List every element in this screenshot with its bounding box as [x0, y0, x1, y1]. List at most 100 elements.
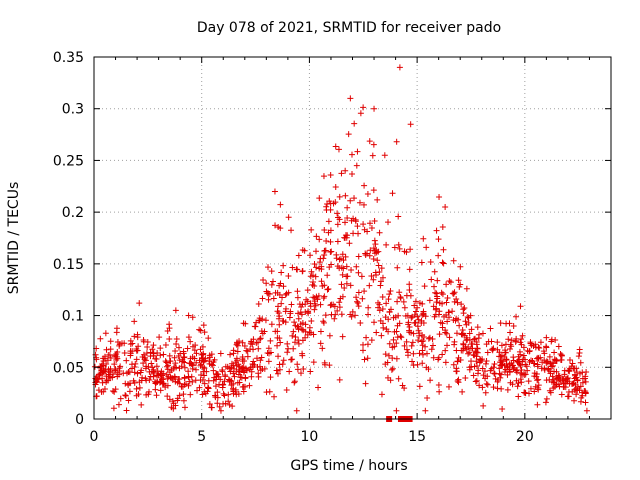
data-point-marker: [189, 378, 196, 385]
data-point-marker: [573, 369, 580, 376]
data-point-marker: [134, 334, 141, 341]
data-point-marker: [132, 360, 139, 367]
data-point-marker: [306, 324, 313, 331]
data-point-marker: [133, 385, 140, 392]
data-point-marker: [503, 356, 510, 363]
data-point-marker: [185, 334, 192, 341]
data-point-marker: [274, 342, 281, 349]
data-point-marker: [261, 365, 268, 372]
data-point-marker: [494, 346, 501, 353]
data-point-marker: [121, 340, 128, 347]
data-point-marker: [285, 272, 292, 279]
data-point-marker: [292, 322, 299, 329]
data-point-marker: [385, 219, 392, 226]
data-point-marker: [460, 341, 467, 348]
data-point-marker: [336, 376, 343, 383]
data-point-marker: [340, 257, 347, 264]
data-point-marker: [220, 390, 227, 397]
data-point-marker: [324, 286, 331, 293]
data-point-marker: [295, 310, 302, 317]
data-point-marker: [335, 214, 342, 221]
data-point-marker: [430, 303, 437, 310]
data-point-marker: [376, 269, 383, 276]
data-point-marker: [459, 388, 466, 395]
data-point-marker: [389, 355, 396, 362]
data-point-marker: [136, 300, 143, 307]
data-point-marker: [240, 388, 247, 395]
data-point-marker: [482, 360, 489, 367]
data-point-marker: [152, 355, 159, 362]
data-point-marker: [111, 367, 118, 374]
data-point-marker: [544, 359, 551, 366]
data-point-marker: [425, 335, 432, 342]
data-point-marker: [362, 252, 369, 259]
data-point-marker: [310, 359, 317, 366]
data-point-marker: [379, 293, 386, 300]
data-point-marker: [370, 187, 377, 194]
data-point-marker: [326, 264, 333, 271]
data-point-marker: [332, 184, 339, 191]
data-point-marker: [515, 393, 522, 400]
data-point-marker: [430, 354, 437, 361]
data-point-marker: [541, 350, 548, 357]
data-point-marker: [256, 317, 263, 324]
data-point-marker: [513, 369, 520, 376]
data-point-marker: [191, 347, 198, 354]
data-point-marker: [451, 338, 458, 345]
data-point-marker: [127, 337, 134, 344]
data-point-marker: [126, 380, 133, 387]
data-point-marker: [145, 391, 152, 398]
data-point-marker: [474, 324, 481, 331]
data-point-marker: [250, 336, 257, 343]
data-point-marker: [435, 252, 442, 259]
data-point-marker: [475, 367, 482, 374]
data-point-marker: [313, 233, 320, 240]
data-point-marker: [566, 356, 573, 363]
data-point-marker: [395, 375, 402, 382]
data-point-marker: [369, 152, 376, 159]
data-point-marker: [434, 277, 441, 284]
data-point-marker: [355, 289, 362, 296]
data-point-marker: [462, 318, 469, 325]
data-point-marker: [583, 369, 590, 376]
data-point-marker: [323, 238, 330, 245]
data-point-marker: [428, 346, 435, 353]
data-point-marker: [433, 290, 440, 297]
data-point-marker: [422, 407, 429, 414]
data-point-marker: [193, 359, 200, 366]
data-point-marker: [162, 341, 169, 348]
data-point-marker: [114, 373, 121, 380]
data-point-marker: [320, 173, 327, 180]
data-point-marker: [295, 315, 302, 322]
data-point-marker: [525, 390, 532, 397]
data-point-marker: [205, 385, 212, 392]
data-point-marker: [546, 387, 553, 394]
data-point-marker: [414, 304, 421, 311]
data-point-marker: [465, 314, 472, 321]
data-point-marker: [220, 381, 227, 388]
data-point-marker: [449, 308, 456, 315]
y-tick-label: 0.2: [62, 205, 84, 221]
data-point-marker: [114, 355, 121, 362]
data-point-marker: [350, 215, 357, 222]
data-point-marker: [272, 222, 279, 229]
data-point-marker: [549, 373, 556, 380]
data-point-marker: [193, 350, 200, 357]
data-point-marker: [408, 342, 415, 349]
data-point-marker: [267, 349, 274, 356]
data-point-marker: [359, 347, 366, 354]
data-point-marker: [327, 249, 334, 256]
data-point-marker: [442, 359, 449, 366]
data-point-marker: [497, 359, 504, 366]
data-point-marker: [321, 226, 328, 233]
data-point-marker: [125, 397, 132, 404]
data-point-marker: [515, 360, 522, 367]
data-point-marker: [444, 295, 451, 302]
data-point-marker: [366, 282, 373, 289]
x-tick-label: 5: [197, 429, 206, 445]
data-point-marker: [214, 400, 221, 407]
data-point-marker: [278, 269, 285, 276]
data-point-marker: [504, 386, 511, 393]
axes: 0 5 10 15 20 0 0.05 0.1 0.15 0.2 0.25 0.3 0.35: [53, 50, 612, 445]
data-point-marker: [543, 377, 550, 384]
